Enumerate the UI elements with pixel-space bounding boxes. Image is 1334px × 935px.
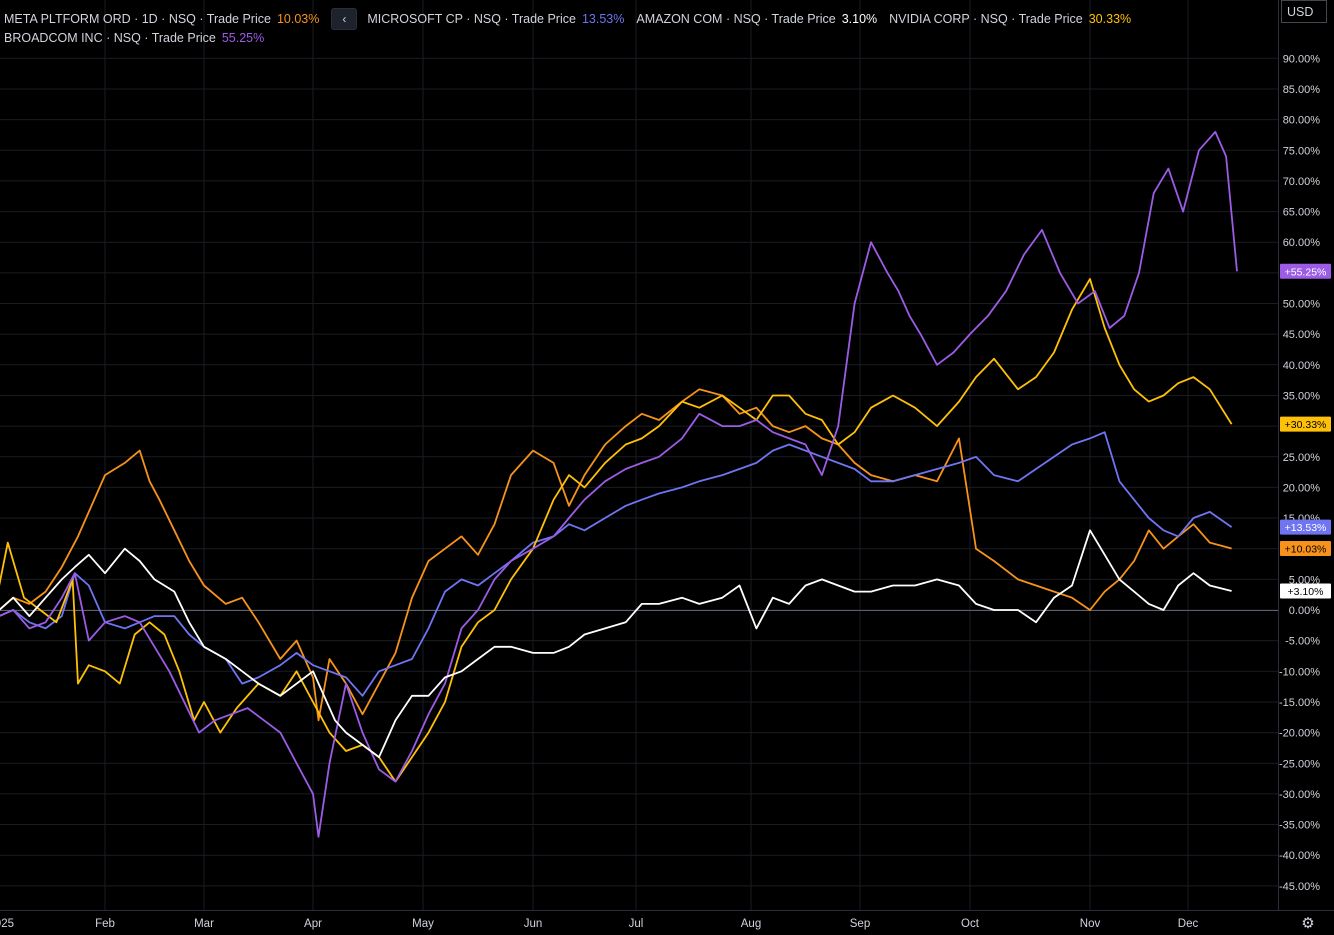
y-tick-label: -15.00% [1279, 697, 1320, 709]
legend-value-microsoft: 13.53% [581, 12, 625, 26]
y-tick-label: 70.00% [1283, 176, 1321, 188]
x-tick-label: May [412, 918, 434, 930]
y-tick-label: -5.00% [1285, 636, 1320, 648]
y-tick-label: 90.00% [1283, 53, 1321, 65]
series-line-broadcom [0, 130, 1238, 838]
x-tick-label: Aug [741, 918, 761, 930]
series-line-microsoft [0, 431, 1233, 697]
y-tick-label: 20.00% [1283, 482, 1321, 494]
x-tick-label: Sep [850, 918, 870, 930]
legend-value-meta: 10.03% [276, 12, 320, 26]
y-tick-label: 85.00% [1283, 84, 1321, 96]
y-tick-label: -30.00% [1279, 789, 1320, 801]
last-value-text: +55.25% [1285, 266, 1327, 278]
y-tick-label: 5.00% [1289, 574, 1320, 586]
x-tick-label: Mar [194, 918, 214, 930]
legend-value-amazon: 3.10% [841, 12, 878, 26]
x-tick-label: Apr [304, 918, 322, 930]
currency-selector[interactable]: USD [1281, 0, 1327, 23]
y-tick-label: 50.00% [1283, 299, 1321, 311]
y-tick-label: -25.00% [1279, 758, 1320, 770]
legend-label-microsoft: MICROSOFT CP · NSQ · Trade Price [367, 12, 576, 26]
legend-label-amazon: AMAZON COM · NSQ · Trade Price [636, 12, 836, 26]
series-line-amazon [0, 529, 1232, 758]
x-tick-label: Dec [1178, 918, 1199, 930]
chevron-left-icon[interactable]: ‹ [331, 8, 358, 30]
legend-label-nvidia: NVIDIA CORP · NSQ · Trade Price [889, 12, 1083, 26]
x-tick-label: Oct [961, 918, 980, 930]
y-tick-label: 60.00% [1283, 237, 1321, 249]
series-lines [0, 130, 1238, 838]
legend-item-meta[interactable]: META PLTFORM ORD · 1D · NSQ · Trade Pric… [4, 12, 319, 26]
legend-label-broadcom: BROADCOM INC · NSQ · Trade Price [4, 31, 216, 45]
y-tick-label: -20.00% [1279, 728, 1320, 740]
legend-item-amazon[interactable]: AMAZON COM · NSQ · Trade Price 3.10% [636, 12, 877, 26]
legend-value-nvidia: 30.33% [1088, 12, 1132, 26]
legend-item-nvidia[interactable]: NVIDIA CORP · NSQ · Trade Price 30.33% [889, 12, 1131, 26]
last-value-labels: +10.03% +13.53% +3.10% +30.33% +55.25% [1280, 263, 1331, 599]
last-value-label-broadcom: +55.25% [1280, 263, 1331, 279]
x-tick-label: Nov [1080, 918, 1101, 930]
x-tick-label: Feb [95, 918, 115, 930]
y-tick-label: -35.00% [1279, 820, 1320, 832]
legend-item-broadcom[interactable]: BROADCOM INC · NSQ · Trade Price 55.25% [4, 31, 264, 45]
legend-item-microsoft[interactable]: MICROSOFT CP · NSQ · Trade Price 13.53% [367, 12, 624, 26]
legend-row-1: META PLTFORM ORD · 1D · NSQ · Trade Pric… [4, 8, 1143, 30]
y-tick-label: 80.00% [1283, 115, 1321, 127]
y-tick-label: -45.00% [1279, 881, 1320, 893]
last-value-text: +30.33% [1285, 419, 1327, 431]
time-axis[interactable]: 2025 Feb Mar Apr May Jun Jul Aug Sep Oct Nov Dec [0, 918, 1198, 930]
chart-grid [0, 0, 1278, 910]
legend-label-meta: META PLTFORM ORD · 1D · NSQ · Trade Pric… [4, 12, 271, 26]
series-line-meta [0, 388, 1232, 722]
x-tick-label: Jul [629, 918, 644, 930]
gear-icon[interactable]: ⚙ [1301, 915, 1315, 932]
x-tick-label: 2025 [0, 918, 14, 930]
legend-row-2: BROADCOM INC · NSQ · Trade Price 55.25% [4, 31, 276, 45]
last-value-text: +10.03% [1285, 544, 1327, 556]
last-value-text: +13.53% [1285, 522, 1327, 534]
y-tick-label: 35.00% [1283, 391, 1321, 403]
last-value-label-nvidia: +30.33% [1280, 416, 1331, 432]
y-tick-label: 40.00% [1283, 360, 1321, 372]
last-value-label-microsoft: +13.53% [1280, 519, 1331, 535]
last-value-label-meta: +10.03% [1280, 541, 1331, 556]
last-value-label-amazon: +3.10% [1280, 583, 1331, 599]
price-axis[interactable]: 90.00% 85.00% 80.00% 75.00% 70.00% 65.00% 60.0… [1279, 53, 1320, 893]
y-tick-label: 75.00% [1283, 145, 1321, 157]
y-tick-label: 25.00% [1283, 452, 1321, 464]
last-value-text: +3.10% [1288, 586, 1324, 598]
y-tick-label: -40.00% [1279, 850, 1320, 862]
y-tick-label: 65.00% [1283, 207, 1321, 219]
y-tick-label: 0.00% [1289, 605, 1320, 617]
series-line-nvidia [0, 278, 1233, 783]
x-tick-label: Jun [524, 918, 543, 930]
legend-value-broadcom: 55.25% [221, 31, 265, 45]
y-tick-label: -10.00% [1279, 666, 1320, 678]
y-tick-label: 45.00% [1283, 329, 1321, 341]
